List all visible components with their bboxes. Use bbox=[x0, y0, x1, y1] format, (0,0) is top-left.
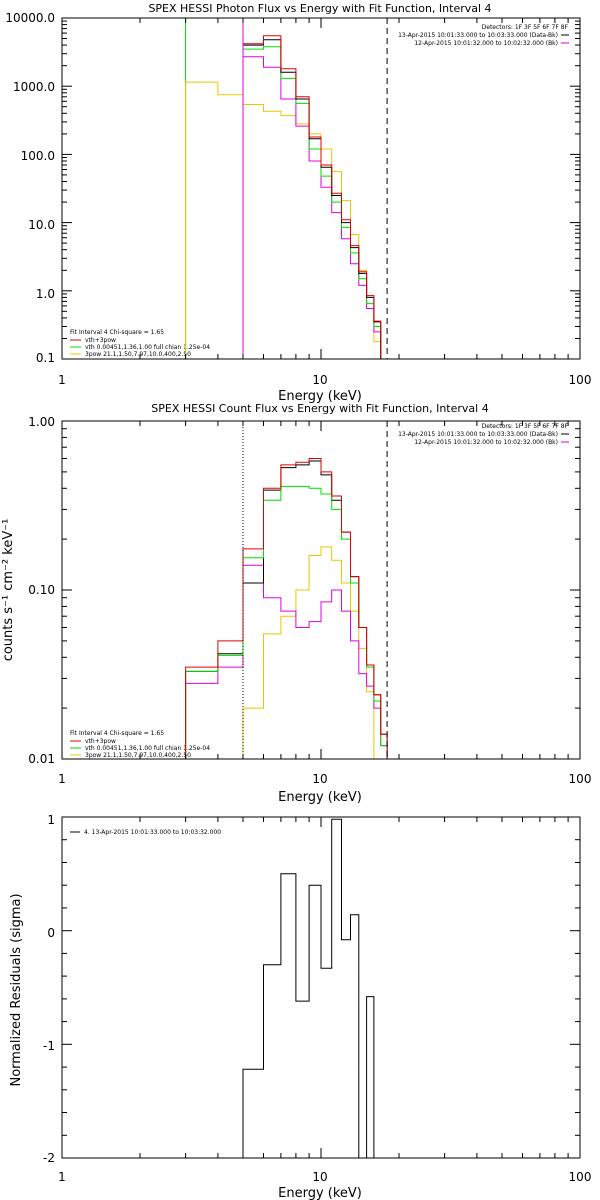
panel1-ytick-label: 1000.0 bbox=[13, 80, 55, 94]
panel2-ytick-label: 0.10 bbox=[28, 583, 55, 597]
series-magenta bbox=[242, 56, 388, 360]
panel3-yticks: -2 -1 0 1 bbox=[43, 813, 55, 1165]
panel1-legend-line: vth 0.00451,1.36,1.00 full chian 1.25e-0… bbox=[85, 344, 210, 351]
residuals-histogram bbox=[242, 818, 388, 1159]
panel1-yticks: 0.1 1.0 10.0 100.0 1000.0 10000.0 bbox=[5, 11, 55, 365]
panel2-xlabel: Energy (keV) bbox=[278, 790, 362, 805]
panel2-info-line: 12-Apr-2015 10:01:32.000 to 10:02:32.000… bbox=[414, 439, 558, 446]
panel1-ytick-label: 0.1 bbox=[36, 351, 55, 365]
panel1-xtick-label: 100 bbox=[569, 373, 592, 387]
panel1-xtick-label: 10 bbox=[312, 373, 327, 387]
series-green bbox=[185, 485, 388, 759]
panel2-legend-line: Fit Interval 4 Chi-square = 1.65 bbox=[70, 730, 164, 737]
panel2-title: SPEX HESSI Count Flux vs Energy with Fit… bbox=[151, 402, 488, 415]
panel1-frame bbox=[61, 17, 581, 360]
panel2-tick-marks bbox=[61, 420, 581, 760]
panel2-legend-line: 3pow 21.1,1.50,7.97,10.0,400,2.50 bbox=[85, 752, 191, 759]
panel1-xlabel: Energy (keV) bbox=[278, 389, 362, 404]
photon-flux-panel: SPEX HESSI Photon Flux vs Energy with Fi… bbox=[5, 2, 591, 404]
panel3-ytick-label: -1 bbox=[43, 1039, 55, 1053]
panel3-ytick-label: 0 bbox=[47, 926, 55, 940]
panel1-legend-line: Fit Interval 4 Chi-square = 1.65 bbox=[70, 329, 164, 336]
series-green bbox=[242, 46, 388, 360]
panel1-info-line: Detectors: 1F 3F 5F 6F 7F 8F bbox=[482, 24, 569, 31]
panel2-info-line: Detectors: 1F 3F 5F 6F 7F 8F bbox=[482, 423, 569, 430]
series-red bbox=[242, 35, 388, 360]
panel3-plot-area bbox=[242, 818, 388, 1159]
panel2-legend: Fit Interval 4 Chi-square = 1.65 vth+3po… bbox=[70, 730, 210, 759]
panel2-yticks: 0.01 0.10 1.00 bbox=[28, 415, 55, 766]
panel3-xticks: 1 10 100 bbox=[58, 1170, 591, 1184]
panel2-ytick-label: 0.01 bbox=[28, 752, 55, 766]
panel1-info-line: 12-Apr-2015 10:01:32.000 to 10:02:32.000… bbox=[414, 40, 558, 47]
panel1-ytick-label: 100.0 bbox=[21, 149, 55, 163]
count-flux-panel: SPEX HESSI Count Flux vs Energy with Fit… bbox=[1, 402, 591, 805]
series-yellow bbox=[185, 81, 382, 359]
panel3-legend: 4. 13-Apr-2015 10:01:33.000 to 10:03:32.… bbox=[70, 829, 221, 836]
panel3-tick-marks bbox=[61, 816, 581, 1159]
panel1-ytick-label: 10.0 bbox=[28, 218, 55, 232]
series-yellow bbox=[185, 546, 388, 760]
panel1-legend: Fit Interval 4 Chi-square = 1.65 vth+3po… bbox=[70, 329, 210, 358]
series-red bbox=[185, 458, 388, 759]
panel2-legend-line: vth+3pow bbox=[85, 738, 116, 745]
panel2-xticks: 1 10 100 bbox=[58, 772, 591, 786]
panel3-frame bbox=[61, 816, 581, 1159]
panel2-plot-area bbox=[185, 421, 388, 760]
panel1-tick-marks bbox=[61, 17, 581, 360]
panel1-ytick-label: 1.0 bbox=[36, 287, 55, 301]
panel3-xtick-label: 1 bbox=[58, 1170, 66, 1184]
panel3-legend-line: 4. 13-Apr-2015 10:01:33.000 to 10:03:32.… bbox=[84, 829, 221, 836]
panel2-legend-line: vth 0.00451,1.36,1.00 full chian 1.25e-0… bbox=[85, 745, 210, 752]
panel1-info: Detectors: 1F 3F 5F 6F 7F 8F 13-Apr-2015… bbox=[398, 24, 569, 47]
panel1-legend-line: vth+3pow bbox=[85, 337, 116, 344]
panel3-xlabel: Energy (keV) bbox=[278, 1186, 362, 1200]
panel2-ylabel: counts s⁻¹ cm⁻² keV⁻¹ bbox=[1, 519, 16, 662]
series-magenta bbox=[185, 564, 388, 759]
panel3-ylabel: Normalized Residuals (sigma) bbox=[9, 893, 24, 1086]
panel2-xtick-label: 10 bbox=[312, 772, 327, 786]
panel3-ytick-label: 1 bbox=[47, 813, 55, 827]
panel1-xtick-label: 1 bbox=[58, 373, 66, 387]
panel2-xtick-label: 1 bbox=[58, 772, 66, 786]
series-black bbox=[185, 460, 388, 759]
series-black bbox=[242, 39, 388, 360]
panel1-ytick-label: 10000.0 bbox=[5, 11, 55, 25]
panel3-xtick-label: 10 bbox=[312, 1170, 327, 1184]
panel2-xtick-label: 100 bbox=[569, 772, 592, 786]
panel1-xticks: 1 10 100 bbox=[58, 373, 591, 387]
panel2-info-line: 13-Apr-2015 10:01:33.000 to 10:03:33.000… bbox=[398, 431, 558, 438]
panel3-ytick-label: -2 bbox=[43, 1151, 55, 1165]
panel2-ytick-label: 1.00 bbox=[28, 415, 55, 429]
panel1-plot-area bbox=[185, 18, 388, 360]
panel2-info: Detectors: 1F 3F 5F 6F 7F 8F 13-Apr-2015… bbox=[398, 423, 569, 446]
residuals-panel: Energy (keV) Normalized Residuals (sigma… bbox=[9, 813, 591, 1200]
panel1-title: SPEX HESSI Photon Flux vs Energy with Fi… bbox=[148, 2, 491, 15]
panel1-info-line: 13-Apr-2015 10:01:33.000 to 10:03:33.000… bbox=[398, 32, 558, 39]
panel3-xtick-label: 100 bbox=[569, 1170, 592, 1184]
panel1-legend-line: 3pow 21.1,1.50,7.97,10.0,400,2.50 bbox=[85, 351, 191, 358]
